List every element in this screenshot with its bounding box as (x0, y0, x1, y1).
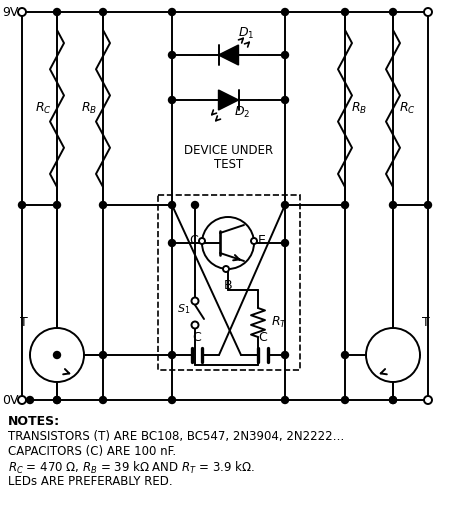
Circle shape (390, 396, 396, 404)
Circle shape (99, 202, 107, 208)
Circle shape (18, 396, 26, 404)
Text: $R_C$: $R_C$ (399, 101, 415, 116)
Text: CAPACITORS (C) ARE 100 nF.: CAPACITORS (C) ARE 100 nF. (8, 445, 176, 458)
Text: $R_B$: $R_B$ (351, 101, 367, 116)
Text: 9V: 9V (3, 6, 19, 19)
Circle shape (424, 8, 432, 16)
Circle shape (199, 238, 205, 244)
Polygon shape (219, 90, 238, 110)
Circle shape (192, 298, 198, 304)
Circle shape (99, 396, 107, 404)
Text: T: T (422, 316, 430, 330)
Text: $D_1$: $D_1$ (238, 25, 255, 41)
Circle shape (99, 8, 107, 15)
Circle shape (54, 396, 60, 404)
Text: T: T (20, 316, 28, 330)
Circle shape (282, 396, 288, 404)
Circle shape (390, 8, 396, 15)
Circle shape (342, 202, 348, 208)
Circle shape (282, 52, 288, 58)
Text: NOTES:: NOTES: (8, 415, 60, 428)
Circle shape (251, 238, 257, 244)
Circle shape (54, 396, 60, 404)
Text: $R_T$: $R_T$ (271, 315, 288, 330)
Text: C: C (189, 234, 198, 248)
Circle shape (168, 396, 176, 404)
Text: $S_1$: $S_1$ (177, 302, 190, 316)
Circle shape (202, 217, 254, 269)
Bar (158, 195, 300, 370)
Circle shape (168, 202, 176, 208)
Circle shape (342, 8, 348, 15)
Circle shape (282, 239, 288, 247)
Circle shape (54, 8, 60, 15)
Circle shape (99, 351, 107, 359)
Circle shape (282, 96, 288, 104)
Circle shape (424, 202, 432, 208)
Circle shape (424, 396, 432, 404)
Text: E: E (258, 234, 266, 248)
Circle shape (168, 96, 176, 104)
Circle shape (390, 202, 396, 208)
Circle shape (168, 8, 176, 15)
Text: LEDs ARE PREFERABLY RED.: LEDs ARE PREFERABLY RED. (8, 475, 173, 488)
Circle shape (18, 202, 26, 208)
Text: C: C (193, 331, 202, 344)
Text: $R_B$: $R_B$ (81, 101, 97, 116)
Circle shape (282, 8, 288, 15)
Text: DEVICE UNDER: DEVICE UNDER (184, 143, 273, 156)
Circle shape (168, 52, 176, 58)
Text: TRANSISTORS (T) ARE BC108, BC547, 2N3904, 2N2222…: TRANSISTORS (T) ARE BC108, BC547, 2N3904… (8, 430, 344, 443)
Circle shape (54, 202, 60, 208)
Polygon shape (219, 45, 238, 65)
Text: B: B (224, 279, 232, 292)
Text: $R_C$: $R_C$ (35, 101, 51, 116)
Circle shape (342, 396, 348, 404)
Text: C: C (259, 331, 267, 344)
Circle shape (366, 328, 420, 382)
Circle shape (27, 396, 33, 404)
Text: $R_C$ = 470 Ω, $R_B$ = 39 kΩ AND $R_T$ = 3.9 kΩ.: $R_C$ = 470 Ω, $R_B$ = 39 kΩ AND $R_T$ =… (8, 460, 255, 476)
Text: 0V: 0V (3, 394, 19, 407)
Circle shape (282, 202, 288, 208)
Circle shape (18, 8, 26, 16)
Circle shape (192, 202, 198, 208)
Text: TEST: TEST (214, 158, 243, 171)
Circle shape (54, 351, 60, 359)
Circle shape (342, 351, 348, 359)
Circle shape (168, 351, 176, 359)
Circle shape (30, 328, 84, 382)
Circle shape (192, 321, 198, 329)
Text: $D_2$: $D_2$ (234, 105, 250, 120)
Circle shape (168, 239, 176, 247)
Circle shape (390, 396, 396, 404)
Circle shape (282, 351, 288, 359)
Circle shape (223, 266, 229, 272)
